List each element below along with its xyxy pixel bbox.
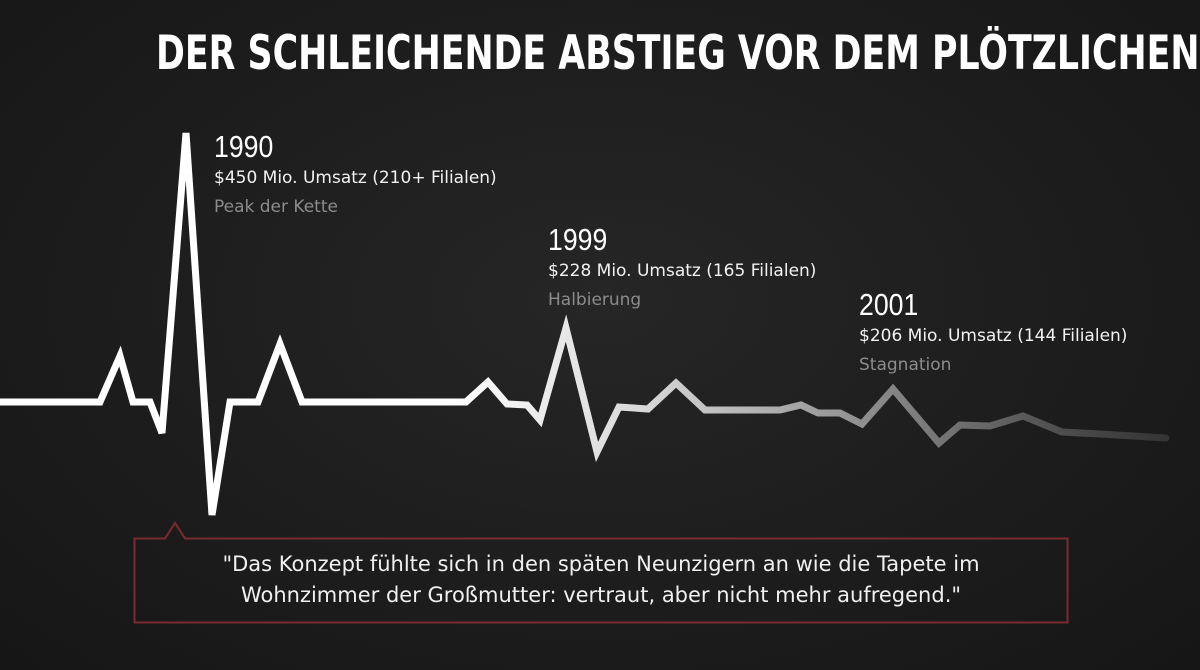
page-title: DER SCHLEICHENDE ABSTIEG VOR DEM PLÖTZLI… (156, 26, 1200, 81)
quote-line-2: Wohnzimmer der Großmutter: vertraut, abe… (240, 583, 962, 607)
milestone-year: 2001 (859, 287, 919, 322)
quote-line-1: "Das Konzept fühlte sich in den späten N… (222, 552, 980, 576)
milestone-year: 1999 (548, 222, 608, 257)
quote-callout: "Das Konzept fühlte sich in den späten N… (133, 521, 1069, 624)
milestone-stat: $228 Mio. Umsatz (165 Filialen) (548, 261, 817, 281)
milestone-stat: $206 Mio. Umsatz (144 Filialen) (859, 326, 1128, 346)
quote-text: "Das Konzept fühlte sich in den späten N… (133, 549, 1069, 611)
heartbeat-line (0, 132, 1170, 516)
milestone-note: Peak der Kette (214, 197, 338, 217)
milestone-1999: 1999 $228 Mio. Umsatz (165 Filialen) Hal… (548, 223, 816, 311)
milestone-stat: $450 Mio. Umsatz (210+ Filialen) (214, 168, 497, 188)
quote-callout-frame (133, 521, 1069, 624)
milestone-note: Halbierung (548, 290, 642, 310)
milestone-note: Stagnation (859, 355, 952, 375)
milestone-1990: 1990 $450 Mio. Umsatz (210+ Filialen) Pe… (214, 130, 497, 218)
milestone-2001: 2001 $206 Mio. Umsatz (144 Filialen) Sta… (859, 288, 1127, 376)
milestone-year: 1990 (214, 129, 274, 164)
